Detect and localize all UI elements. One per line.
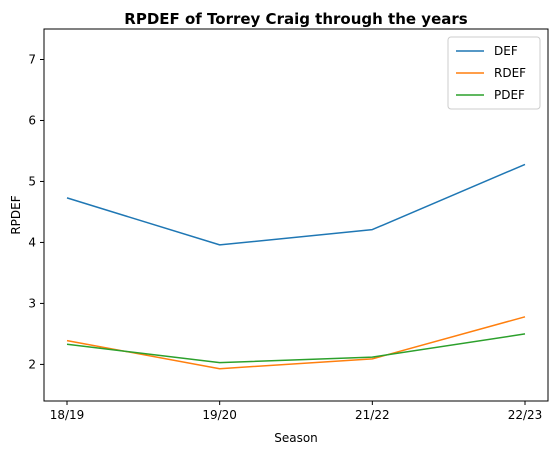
y-tick-label: 4 [28,235,36,249]
x-axis-label: Season [274,431,318,445]
y-tick-label: 7 [28,52,36,66]
chart-title: RPDEF of Torrey Craig through the years [124,10,467,28]
legend-label-def: DEF [494,44,518,58]
plot-frame [43,28,549,402]
x-tick-label: 21/22 [355,408,390,422]
x-tick-label: 18/19 [50,408,85,422]
y-tick-label: 2 [28,357,36,371]
legend-box [447,36,541,110]
y-tick-label: 3 [28,296,36,310]
y-tick-label: 6 [28,113,36,127]
series-line-def [66,163,526,246]
series-line-pdef [66,333,526,364]
y-axis-label: RPDEF [9,195,23,234]
legend: DEF RDEF PDEF [447,36,541,110]
x-tick-label: 19/20 [202,408,237,422]
y-tick-label: 5 [28,174,36,188]
x-tick-label: 22/23 [508,408,543,422]
x-axis-ticks: 18/19 19/20 21/22 22/23 [50,401,543,422]
plot-lines [66,163,526,370]
y-axis-ticks: 2 3 4 5 6 7 [28,52,44,371]
series-line-rdef [66,316,526,370]
legend-label-rdef: RDEF [494,66,526,80]
legend-label-pdef: PDEF [494,88,525,102]
